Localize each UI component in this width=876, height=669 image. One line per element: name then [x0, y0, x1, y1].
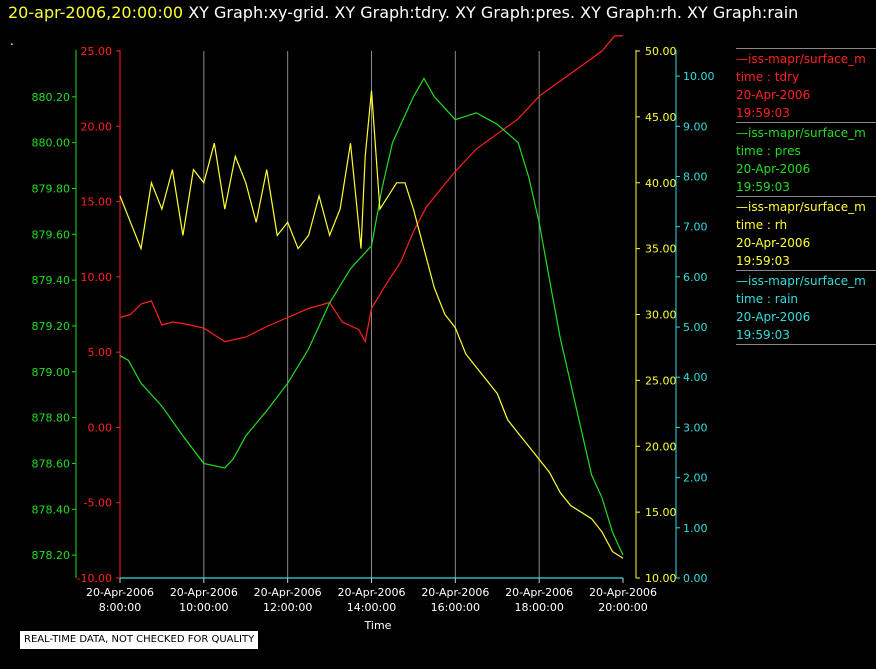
legend: —iss-mapr/surface_m time : tdry 20-Apr-200… — [736, 48, 876, 345]
header-title-4: XY Graph:rh. — [580, 3, 682, 22]
x-tick-label-date: 20-Apr-2006 — [589, 586, 657, 599]
x-tick-label-time: 14:00:00 — [347, 601, 396, 614]
tdry-tick-label: -5.00 — [84, 497, 112, 510]
rain-tick-label: 10.00 — [683, 70, 715, 83]
x-tick-label-time: 12:00:00 — [263, 601, 312, 614]
header-title-3: XY Graph:pres. — [455, 3, 576, 22]
legend-name: —iss-mapr/surface_m — [736, 274, 866, 288]
legend-separator — [736, 122, 876, 123]
rh-tick-label: 30.00 — [645, 309, 677, 322]
legend-name: —iss-mapr/surface_m — [736, 52, 866, 66]
legend-time: 19:59:03 — [736, 106, 790, 120]
x-axis-label: Time — [364, 619, 392, 632]
rh-tick-label: 35.00 — [645, 243, 677, 256]
legend-name: —iss-mapr/surface_m — [736, 126, 866, 140]
rain-tick-label: 4.00 — [683, 371, 708, 384]
rh-tick-label: 20.00 — [645, 440, 677, 453]
legend-separator — [736, 270, 876, 271]
rain-tick-label: 1.00 — [683, 522, 708, 535]
tdry-tick-label: 25.00 — [81, 45, 113, 58]
legend-separator — [736, 344, 876, 345]
rh-tick-label: 10.00 — [645, 572, 677, 585]
legend-separator — [736, 196, 876, 197]
legend-date: 20-Apr-2006 — [736, 236, 811, 250]
legend-separator — [736, 48, 876, 49]
rh-tick-label: 45.00 — [645, 111, 677, 124]
header-dot: . — [10, 34, 14, 48]
rh-tick-label: 15.00 — [645, 506, 677, 519]
rain-tick-label: 8.00 — [683, 170, 708, 183]
pres-tick-label: 879.80 — [32, 182, 71, 195]
rain-tick-label: 9.00 — [683, 120, 708, 133]
rain-tick-label: 3.00 — [683, 421, 708, 434]
legend-time: 19:59:03 — [736, 328, 790, 342]
pres-tick-label: 880.20 — [32, 91, 71, 104]
x-tick-label-date: 20-Apr-2006 — [337, 586, 405, 599]
tdry-tick-label: 0.00 — [88, 421, 113, 434]
legend-var: time : rh — [736, 218, 788, 232]
pres-tick-label: 878.20 — [32, 549, 71, 562]
pres-tick-label: 878.60 — [32, 457, 71, 470]
pres-tick-label: 879.20 — [32, 320, 71, 333]
legend-var: time : pres — [736, 144, 801, 158]
legend-date: 20-Apr-2006 — [736, 310, 811, 324]
x-tick-label-date: 20-Apr-2006 — [421, 586, 489, 599]
rain-tick-label: 0.00 — [683, 572, 708, 585]
legend-date: 20-Apr-2006 — [736, 162, 811, 176]
rain-tick-label: 5.00 — [683, 321, 708, 334]
x-tick-label-date: 20-Apr-2006 — [170, 586, 238, 599]
x-tick-label-time: 8:00:00 — [99, 601, 141, 614]
pres-tick-label: 878.80 — [32, 412, 71, 425]
series-line-rh — [119, 90, 624, 559]
rain-tick-label: 7.00 — [683, 221, 708, 234]
rh-tick-label: 50.00 — [645, 45, 677, 58]
rh-tick-label: 25.00 — [645, 374, 677, 387]
rain-tick-label: 6.00 — [683, 271, 708, 284]
x-tick-label-time: 18:00:00 — [514, 601, 563, 614]
tdry-tick-label: 20.00 — [81, 120, 113, 133]
tdry-tick-label: -10.00 — [77, 572, 112, 585]
pres-tick-label: 879.00 — [32, 366, 71, 379]
x-tick-label-date: 20-Apr-2006 — [505, 586, 573, 599]
tdry-tick-label: 5.00 — [88, 346, 113, 359]
tdry-tick-label: 15.00 — [81, 196, 113, 209]
legend-time: 19:59:03 — [736, 180, 790, 194]
legend-var: time : rain — [736, 292, 799, 306]
x-tick-label-date: 20-Apr-2006 — [254, 586, 322, 599]
header-title-1: XY Graph:xy-grid. — [188, 3, 330, 22]
series-line-pres — [119, 77, 624, 556]
x-tick-label-time: 10:00:00 — [179, 601, 228, 614]
legend-var: time : tdry — [736, 70, 800, 84]
series-line-tdry — [119, 35, 623, 344]
pres-tick-label: 879.40 — [32, 274, 71, 287]
pres-tick-label: 880.00 — [32, 137, 71, 150]
header-title: 20-apr-2006,20:00:00 XY Graph:xy-grid. X… — [8, 2, 798, 24]
header-title-5: XY Graph:rain — [687, 3, 799, 22]
x-tick-label-time: 20:00:00 — [598, 601, 647, 614]
legend-time: 19:59:03 — [736, 254, 790, 268]
pres-tick-label: 879.60 — [32, 228, 71, 241]
rain-tick-label: 2.00 — [683, 472, 708, 485]
quality-disclaimer: REAL-TIME DATA, NOT CHECKED FOR QUALITY — [20, 631, 259, 649]
pres-tick-label: 878.40 — [32, 503, 71, 516]
header-timestamp: 20-apr-2006,20:00:00 — [8, 3, 184, 22]
x-tick-label-date: 20-Apr-2006 — [86, 586, 154, 599]
legend-name: —iss-mapr/surface_m — [736, 200, 866, 214]
x-tick-label-time: 16:00:00 — [431, 601, 480, 614]
header-title-2: XY Graph:tdry. — [334, 3, 450, 22]
legend-date: 20-Apr-2006 — [736, 88, 811, 102]
tdry-tick-label: 10.00 — [81, 271, 113, 284]
rh-tick-label: 40.00 — [645, 177, 677, 190]
